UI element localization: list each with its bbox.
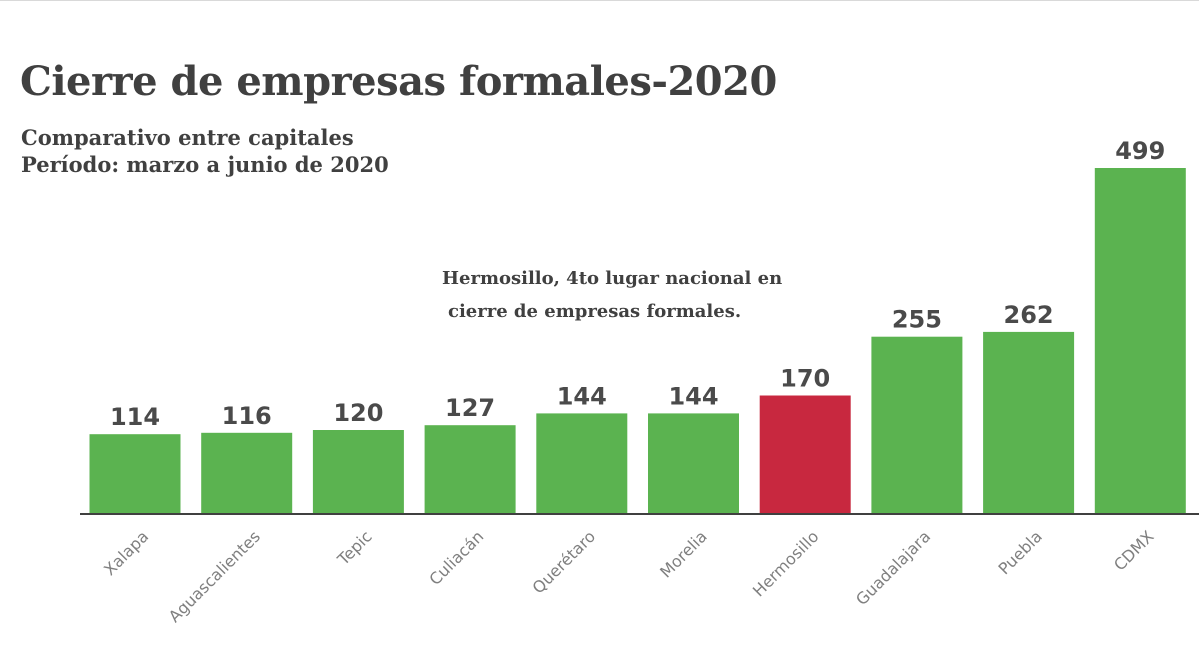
chart-subtitle-line-1: Comparativo entre capitales [21, 125, 354, 150]
bar-xalapa [89, 434, 181, 513]
top-divider [0, 0, 1199, 1]
value-label-aguascalientes: 116 [222, 402, 272, 430]
value-label-puebla: 262 [1004, 301, 1054, 329]
x-tick-label-culiacan: Culiacán [425, 527, 487, 589]
annotation-line-1: Hermosillo, 4to lugar nacional en [442, 268, 783, 289]
bar-puebla [983, 331, 1075, 513]
value-label-morelia: 144 [668, 382, 718, 410]
x-tick-label-xalapa: Xalapa [100, 527, 152, 579]
chart-subtitle-line-2: Período: marzo a junio de 2020 [21, 152, 389, 177]
x-tick-label-morelia: Morelia [656, 527, 711, 582]
value-label-guadalajara: 255 [892, 306, 942, 334]
value-label-tepic: 120 [333, 399, 383, 427]
x-tick-label-tepic: Tepic [333, 527, 376, 570]
value-label-cdmx: 499 [1115, 137, 1165, 165]
bar-morelia [648, 413, 739, 513]
bar-aguascalientes [201, 432, 293, 513]
bar-queretaro [536, 413, 628, 513]
x-tick-label-cdmx: CDMX [1110, 527, 1158, 575]
x-tick-label-puebla: Puebla [994, 527, 1045, 578]
chart-annotation: Hermosillo, 4to lugar nacional en cierre… [442, 262, 782, 328]
value-label-queretaro: 144 [557, 382, 607, 410]
value-label-culiacan: 127 [445, 394, 495, 422]
x-tick-label-queretaro: Querétaro [529, 527, 600, 598]
value-labels-group: 114 116 120 127 144 144 170 255 262 499 [110, 137, 1165, 431]
x-tick-label-hermosillo: Hermosillo [749, 527, 823, 601]
value-label-xalapa: 114 [110, 403, 160, 431]
bar-tepic [312, 430, 404, 513]
chart-title: Cierre de empresas formales-2020 [20, 58, 777, 105]
bars-group [89, 168, 1186, 513]
bar-culiacan [424, 425, 516, 513]
x-tick-label-aguascalientes: Aguascalientes [165, 527, 264, 626]
x-tick-label-guadalajara: Guadalajara [852, 527, 934, 609]
bar-hermosillo [759, 395, 851, 513]
bar-cdmx [1094, 168, 1186, 513]
annotation-line-2: cierre de empresas formales. [448, 301, 742, 322]
bar-guadalajara [871, 336, 963, 513]
x-tick-labels-group: Xalapa Aguascalientes Tepic Culiacán Queréta… [100, 527, 1158, 626]
value-label-hermosillo: 170 [780, 365, 830, 393]
